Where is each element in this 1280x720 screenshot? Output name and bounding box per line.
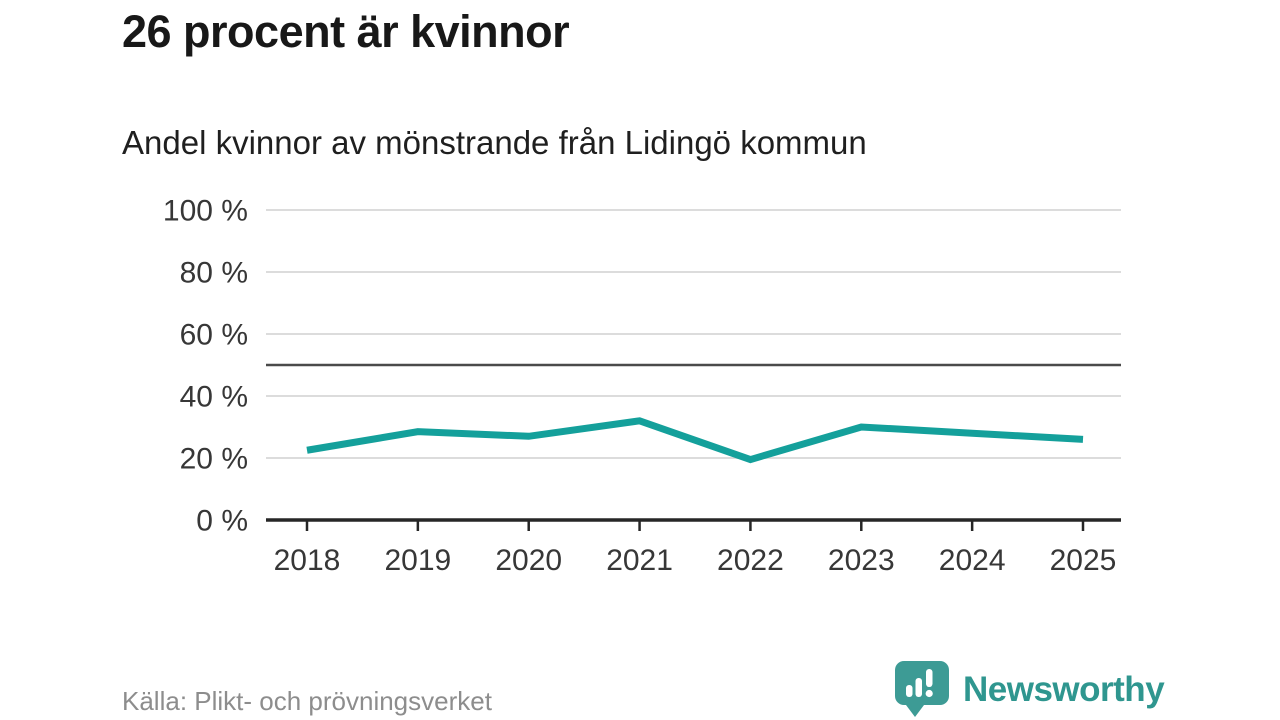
y-tick-label: 20 % <box>180 443 248 476</box>
bar-small <box>906 685 913 697</box>
x-tick-label: 2018 <box>274 544 341 577</box>
newsworthy-logo: Newsworthy <box>893 660 1165 720</box>
bar-tall <box>915 678 922 697</box>
newsworthy-logo-icon <box>895 661 949 717</box>
x-tick-label: 2020 <box>495 544 562 577</box>
x-tick-label: 2022 <box>717 544 784 577</box>
chart-subtitle: Andel kvinnor av mönstrande från Lidingö… <box>122 124 867 161</box>
chart-headline: 26 procent är kvinnor <box>122 6 570 57</box>
x-tick-label: 2024 <box>939 544 1006 577</box>
line-chart: 0 % 20 % 40 % 60 % 80 % 100 % 2018 2019 2020 2021… <box>163 195 1121 577</box>
x-tick-label: 2025 <box>1050 544 1117 577</box>
y-tick-label: 40 % <box>180 381 248 414</box>
exclamation-bar <box>926 669 933 687</box>
exclamation-dot <box>925 689 933 698</box>
source-note: Källa: Plikt- och prövningsverket <box>122 686 492 716</box>
series-line <box>306 417 1084 464</box>
x-tick-label: 2023 <box>828 544 895 577</box>
x-tick-label: 2019 <box>384 544 451 577</box>
x-tick-label: 2021 <box>606 544 673 577</box>
y-tick-label: 0 % <box>196 505 248 538</box>
y-tick-label: 80 % <box>180 257 248 290</box>
y-tick-label: 60 % <box>180 319 248 352</box>
y-tick-label: 100 % <box>163 195 248 228</box>
brand-name: Newsworthy <box>963 670 1165 709</box>
